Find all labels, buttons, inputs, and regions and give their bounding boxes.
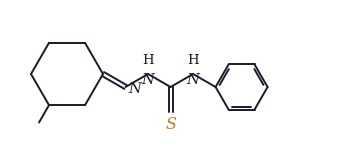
Text: N: N xyxy=(142,73,154,87)
Text: N: N xyxy=(128,82,141,96)
Text: H: H xyxy=(187,54,199,67)
Text: H: H xyxy=(142,54,154,67)
Text: S: S xyxy=(165,116,176,133)
Text: N: N xyxy=(187,73,199,87)
